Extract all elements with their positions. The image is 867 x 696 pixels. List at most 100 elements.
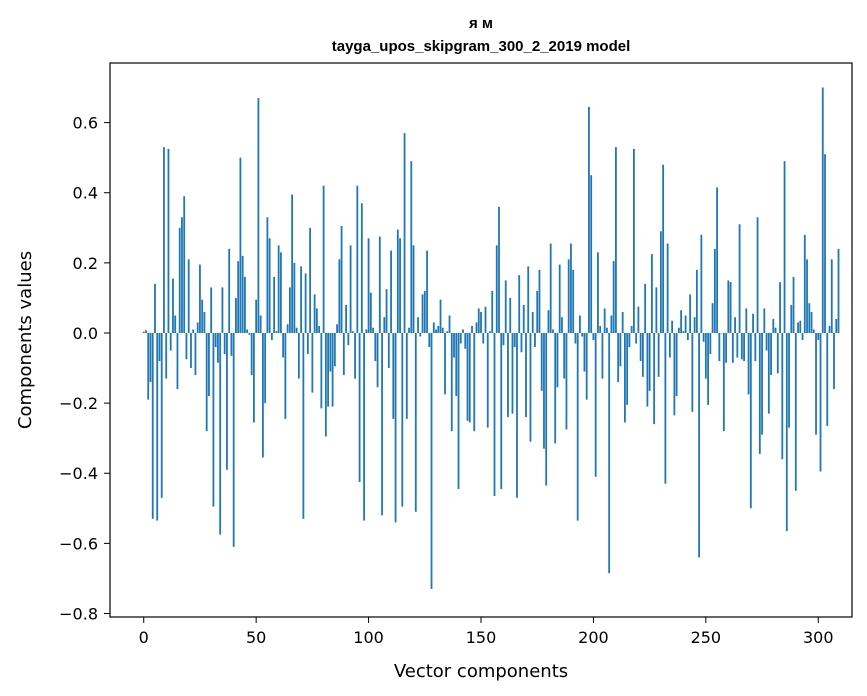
bar (342, 332, 345, 376)
bar (453, 332, 455, 358)
bar (797, 322, 799, 333)
bar (174, 315, 177, 333)
bar (516, 332, 518, 498)
bar (475, 322, 478, 333)
bar (495, 245, 498, 333)
bar (313, 294, 316, 333)
bar (722, 332, 725, 432)
bar (417, 317, 419, 333)
bar (725, 332, 727, 363)
bar (646, 332, 649, 407)
bar (574, 332, 577, 344)
bar (585, 332, 588, 400)
bar (228, 248, 231, 333)
bar (439, 299, 442, 333)
bar (428, 332, 431, 348)
bar (668, 332, 671, 358)
bar (540, 332, 543, 391)
x-tick-label: 0 (139, 628, 149, 647)
bar (761, 332, 763, 435)
bar (828, 325, 831, 333)
bar (214, 332, 217, 348)
bar (628, 332, 631, 348)
bar (808, 303, 811, 333)
bar (779, 282, 781, 333)
bar (770, 332, 772, 376)
bar (601, 332, 604, 379)
bar (311, 332, 314, 393)
bar (464, 332, 467, 349)
bar (819, 332, 822, 472)
bar (435, 329, 437, 333)
bar (239, 157, 242, 333)
bar (493, 332, 496, 497)
y-tick-label: −0.2 (59, 394, 98, 413)
bar (196, 322, 199, 333)
bar (194, 332, 197, 376)
bar (392, 332, 395, 419)
bar (367, 238, 370, 333)
bar (268, 238, 271, 333)
bar (830, 259, 833, 333)
bar (347, 332, 350, 346)
bar (372, 327, 374, 333)
bar (338, 259, 341, 333)
bar (408, 327, 410, 333)
x-tick-label: 250 (691, 628, 722, 647)
bar (455, 332, 458, 397)
bar (806, 259, 808, 333)
bar (385, 289, 388, 333)
bar (835, 318, 838, 333)
bar (583, 332, 586, 372)
bar (282, 332, 285, 358)
bar (419, 332, 422, 337)
bar (293, 262, 296, 333)
bar (390, 250, 392, 333)
bar (412, 245, 415, 333)
bar (241, 255, 244, 333)
bar (421, 294, 424, 333)
bar (221, 287, 224, 333)
bar (446, 331, 449, 333)
bar (738, 224, 741, 333)
bar (752, 313, 754, 333)
bar (250, 332, 253, 376)
bar (324, 332, 327, 437)
bar (736, 332, 739, 358)
bar (718, 332, 721, 362)
bar (747, 332, 750, 395)
bar (473, 332, 476, 432)
bar (336, 324, 338, 333)
bar (657, 332, 660, 377)
bar (702, 332, 705, 342)
bar (713, 248, 716, 333)
bar (183, 196, 186, 333)
bar (329, 332, 332, 372)
y-tick-label: 0.6 (73, 114, 98, 133)
bar (581, 332, 584, 337)
bar (824, 154, 826, 333)
bar (210, 287, 213, 333)
bar (592, 332, 595, 340)
bar (288, 287, 291, 333)
bar (653, 332, 656, 425)
bar (349, 245, 352, 333)
bar (219, 332, 222, 535)
bar (511, 332, 514, 414)
bar (801, 332, 804, 340)
bar (588, 106, 590, 333)
bar (318, 325, 321, 333)
bar (731, 332, 734, 363)
bar (295, 327, 298, 333)
x-axis: 0 50 100 150 200 250 300 (139, 617, 834, 647)
bar (203, 311, 206, 333)
bar (264, 332, 267, 404)
x-tick-label: 50 (246, 628, 266, 647)
bar (185, 332, 188, 360)
bar (606, 327, 608, 333)
bar (403, 133, 406, 333)
bar (340, 226, 343, 333)
bar (619, 332, 622, 367)
bar (554, 332, 557, 444)
